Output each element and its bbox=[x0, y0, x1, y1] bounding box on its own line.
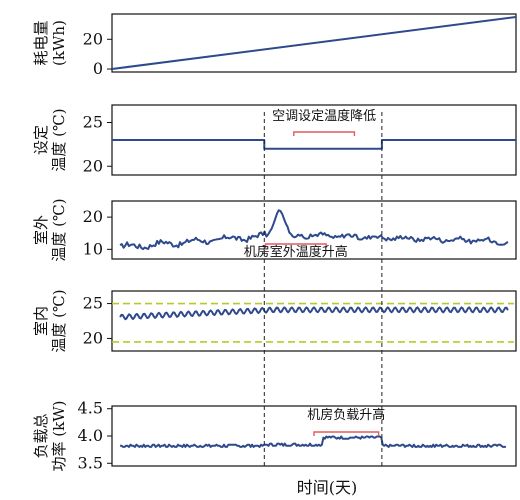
data-series-line bbox=[111, 16, 517, 70]
panel-frame bbox=[111, 13, 517, 73]
panel-frame bbox=[111, 290, 517, 352]
panel-5: 3.5 4.0 4.5 负载总 功率 (kW) bbox=[32, 399, 517, 472]
y-tick-label: 3.5 bbox=[78, 453, 103, 472]
x-axis-label: 时间(天) bbox=[297, 478, 358, 497]
annotation-label: 机房负载升高 bbox=[307, 407, 385, 423]
panel-frame bbox=[111, 200, 517, 260]
y-tick-label: 20 bbox=[83, 207, 103, 226]
panel-4: 20 25 室内 温度 (℃) bbox=[32, 289, 517, 353]
y-axis-label-line: 温度 (℃) bbox=[50, 108, 68, 171]
y-axis-label-line: 耗电量 bbox=[32, 20, 50, 65]
annotation-bracket bbox=[313, 431, 380, 436]
annotation: 空调设定温度降低 bbox=[272, 108, 376, 136]
y-axis-label-line: 温度 (℃) bbox=[50, 289, 68, 352]
y-axis-label-line: 设定 bbox=[32, 125, 50, 155]
y-tick-label: 20 bbox=[83, 156, 103, 175]
y-tick-label: 4.5 bbox=[78, 399, 103, 418]
data-series-line bbox=[120, 435, 506, 448]
y-tick-label: 4.0 bbox=[78, 426, 103, 445]
annotation: 机房室外温度升高 bbox=[244, 243, 348, 260]
panel-3: 10 20 室外 温度 (℃) bbox=[32, 198, 517, 262]
y-axis-label-line: 功率 (kW) bbox=[50, 401, 68, 472]
y-tick-label: 10 bbox=[83, 239, 103, 258]
annotation-bracket bbox=[264, 243, 327, 248]
y-axis-label-line: 负载总 bbox=[32, 413, 50, 458]
y-tick-label: 0 bbox=[93, 59, 103, 78]
y-tick-label: 20 bbox=[83, 29, 103, 48]
y-axis-label-line: (kWh) bbox=[50, 20, 68, 66]
y-axis-label-line: 室外 bbox=[32, 215, 50, 245]
annotation-label: 机房室外温度升高 bbox=[244, 244, 348, 260]
y-tick-label: 25 bbox=[83, 294, 103, 313]
annotation-bracket bbox=[293, 131, 356, 136]
panel-2: 20 25 设定 温度 (℃) bbox=[32, 104, 517, 176]
annotation: 机房负载升高 bbox=[307, 407, 385, 436]
y-tick-label: 20 bbox=[83, 328, 103, 347]
data-series-line bbox=[119, 306, 509, 321]
data-series-line bbox=[119, 209, 509, 251]
annotation-label: 空调设定温度降低 bbox=[272, 108, 376, 124]
y-axis-label-line: 温度 (℃) bbox=[50, 198, 68, 261]
y-tick-label: 25 bbox=[83, 113, 103, 132]
panel-1: 0 20 耗电量 (kWh) bbox=[32, 13, 517, 78]
data-series-line bbox=[112, 139, 516, 150]
y-axis-label-line: 室内 bbox=[32, 306, 50, 336]
